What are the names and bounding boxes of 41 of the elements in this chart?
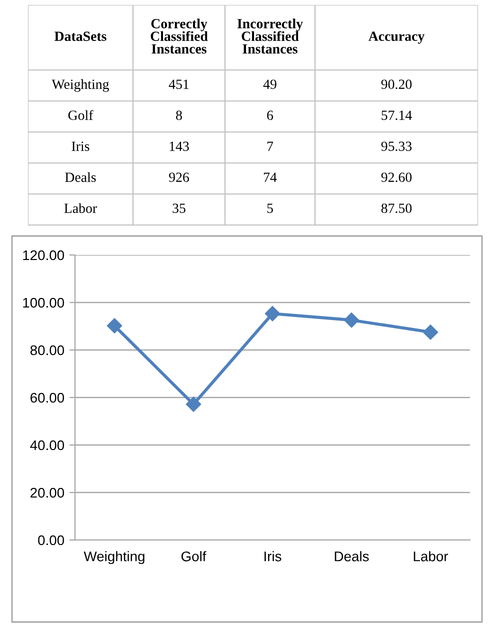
text: Incorrectly Classified Instances [237, 18, 303, 54]
category-label: Labor [64, 203, 97, 213]
data-label: 95.33 [381, 142, 412, 152]
point [422, 324, 438, 340]
x-tick-label: Weighting [84, 551, 144, 564]
text: Correctly Classified Instances [150, 18, 208, 54]
point [186, 396, 202, 412]
data-label: 92.60 [381, 172, 412, 182]
x-tick-label: Iris [264, 551, 282, 562]
point [264, 306, 280, 322]
y-tick-label: 40.00 [30, 440, 64, 450]
x-tick-label: Deals [334, 551, 369, 562]
text: DataSets [54, 32, 106, 41]
data-label: 7 [267, 142, 274, 151]
point [344, 312, 360, 328]
data-label: 87.50 [381, 204, 412, 214]
data-label: 90.20 [381, 80, 412, 90]
y-tick-label: 120.00 [23, 250, 64, 260]
category-label: Deals [65, 172, 96, 182]
y-tick-label: 0.00 [38, 535, 64, 546]
data-label: 8 [176, 110, 182, 120]
data-label: 74 [264, 172, 277, 182]
point [106, 318, 122, 334]
data-label: 49 [263, 80, 276, 89]
y-tick-label: 20.00 [30, 488, 64, 498]
text: Accuracy [368, 32, 425, 44]
category-label: Iris [72, 142, 90, 151]
category-label: Weighting [52, 79, 109, 92]
y-tick-label: 100.00 [23, 298, 64, 308]
data-label: 926 [169, 172, 189, 182]
x-tick-label: Golf [181, 551, 206, 562]
category-label: Golf [68, 110, 94, 120]
data-label: 57.14 [382, 110, 412, 120]
data-label: 35 [172, 204, 186, 213]
y-tick-label: 60.00 [30, 392, 64, 403]
x-tick-label: Labor [414, 551, 448, 562]
data-label: 143 [170, 142, 189, 151]
y-tick-label: 80.00 [30, 345, 64, 356]
data-label: 6 [267, 110, 274, 120]
data-label: 5 [267, 204, 273, 213]
data-label: 451 [168, 80, 189, 89]
